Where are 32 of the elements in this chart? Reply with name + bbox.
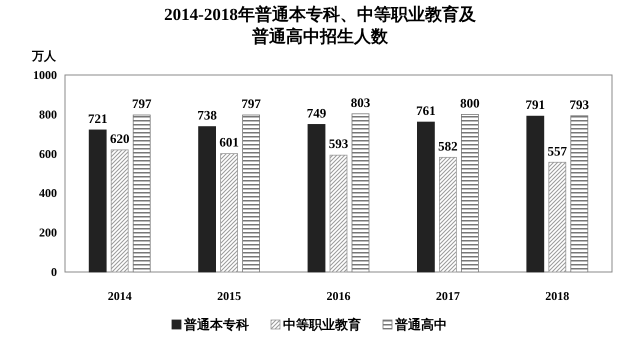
chart-title: 2014-2018年普通本专科、中等职业教育及 xyxy=(164,4,477,24)
y-tick-label: 1000 xyxy=(33,68,57,82)
data-label: 738 xyxy=(197,108,218,123)
y-tick-label: 800 xyxy=(39,107,57,122)
data-label: 793 xyxy=(570,96,590,112)
data-label: 797 xyxy=(241,96,262,111)
data-label: 593 xyxy=(328,136,349,152)
data-label: 620 xyxy=(110,130,130,146)
data-label: 557 xyxy=(548,143,568,158)
data-label: 582 xyxy=(438,138,458,154)
y-tick-label: 0 xyxy=(51,265,57,279)
chart-subtitle: 普通高中招生人数 xyxy=(251,26,389,46)
y-tick-label: 200 xyxy=(39,226,57,240)
data-label: 803 xyxy=(350,94,371,110)
data-label: 601 xyxy=(219,134,239,150)
data-label: 797 xyxy=(132,96,152,111)
x-tick-label: 2017 xyxy=(436,289,460,303)
data-label: 721 xyxy=(88,110,108,126)
y-tick-label: 400 xyxy=(39,186,57,200)
x-tick-label: 2016 xyxy=(326,289,350,303)
legend-label: 普通高中 xyxy=(394,317,447,332)
x-tick-label: 2015 xyxy=(217,289,242,303)
data-label: 791 xyxy=(526,97,546,112)
data-label: 761 xyxy=(416,103,436,118)
legend-label: 中等职业教育 xyxy=(283,317,361,332)
y-axis-title: 万人 xyxy=(31,49,57,63)
y-tick-label: 600 xyxy=(39,146,57,161)
x-tick-label: 2018 xyxy=(545,289,570,303)
data-label: 800 xyxy=(460,95,480,110)
legend-label: 普通本专科 xyxy=(183,317,249,332)
data-label: 749 xyxy=(306,105,327,120)
x-tick-label: 2014 xyxy=(108,289,132,303)
